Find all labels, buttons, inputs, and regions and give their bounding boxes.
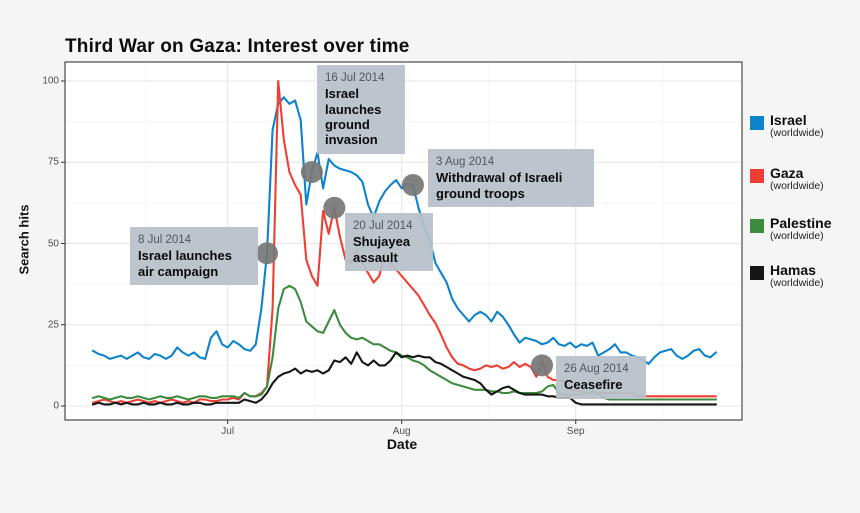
annotation-date: 8 Jul 2014 bbox=[138, 234, 192, 246]
gaza-color-swatch bbox=[750, 169, 764, 183]
legend-sublabel-palestine: (worldwide) bbox=[770, 229, 824, 242]
annotation-date: 3 Aug 2014 bbox=[436, 156, 495, 168]
event-marker bbox=[323, 196, 346, 219]
x-tick-label: Jul bbox=[221, 426, 235, 437]
x-tick-label: Sep bbox=[566, 426, 585, 437]
y-tick-label: 100 bbox=[42, 75, 59, 87]
annotation-text: Israel launches ground invasion bbox=[325, 86, 382, 148]
legend-sublabel-israel: (worldwide) bbox=[770, 126, 824, 139]
legend-label-gaza: Gaza bbox=[770, 165, 804, 181]
y-tick-label: 75 bbox=[47, 156, 59, 168]
annotation-date: 16 Jul 2014 bbox=[325, 72, 385, 84]
legend-label-israel: Israel bbox=[770, 112, 807, 128]
annotation-date: 26 Aug 2014 bbox=[564, 363, 629, 375]
event-marker bbox=[300, 161, 323, 183]
y-tick-label: 50 bbox=[47, 238, 59, 249]
event-marker bbox=[531, 354, 554, 377]
annotation-shujayea-assault: 20 Jul 2014 Shujayea assault bbox=[345, 213, 433, 272]
y-tick-label: 0 bbox=[53, 400, 59, 412]
annotation-date: 20 Jul 2014 bbox=[353, 220, 413, 232]
legend-label-hamas: Hamas bbox=[770, 262, 816, 278]
israel-color-swatch bbox=[750, 116, 764, 130]
annotation-text: Withdrawal of Israeli ground troops bbox=[436, 170, 563, 201]
annotation-text: Israel launches air campaign bbox=[138, 248, 232, 279]
chart-title: Third War on Gaza: Interest over time bbox=[65, 36, 410, 57]
event-marker bbox=[401, 174, 424, 196]
annotation-ground-invasion: 16 Jul 2014 Israel launches ground invas… bbox=[317, 65, 405, 154]
legend-sublabel-gaza: (worldwide) bbox=[770, 179, 824, 192]
palestine-color-swatch bbox=[750, 219, 764, 233]
panel-border bbox=[64, 61, 743, 421]
annotation-text: Ceasefire bbox=[564, 377, 623, 393]
legend-label-palestine: Palestine bbox=[770, 215, 832, 231]
annotation-air-campaign: 8 Jul 2014 Israel launches air campaign bbox=[130, 227, 258, 286]
event-marker bbox=[255, 242, 278, 265]
legend-sublabel-hamas: (worldwide) bbox=[770, 276, 824, 289]
series-line-hamas bbox=[91, 351, 718, 406]
hamas-color-swatch bbox=[750, 266, 764, 280]
annotation-ceasefire: 26 Aug 2014 Ceasefire bbox=[556, 356, 646, 399]
x-axis-title: Date bbox=[386, 436, 418, 452]
x-tick-label: Aug bbox=[392, 426, 411, 437]
y-tick-label: 25 bbox=[47, 319, 59, 331]
annotation-withdrawal: 3 Aug 2014 Withdrawal of Israeli ground … bbox=[428, 149, 594, 208]
annotation-text: Shujayea assault bbox=[353, 234, 411, 265]
